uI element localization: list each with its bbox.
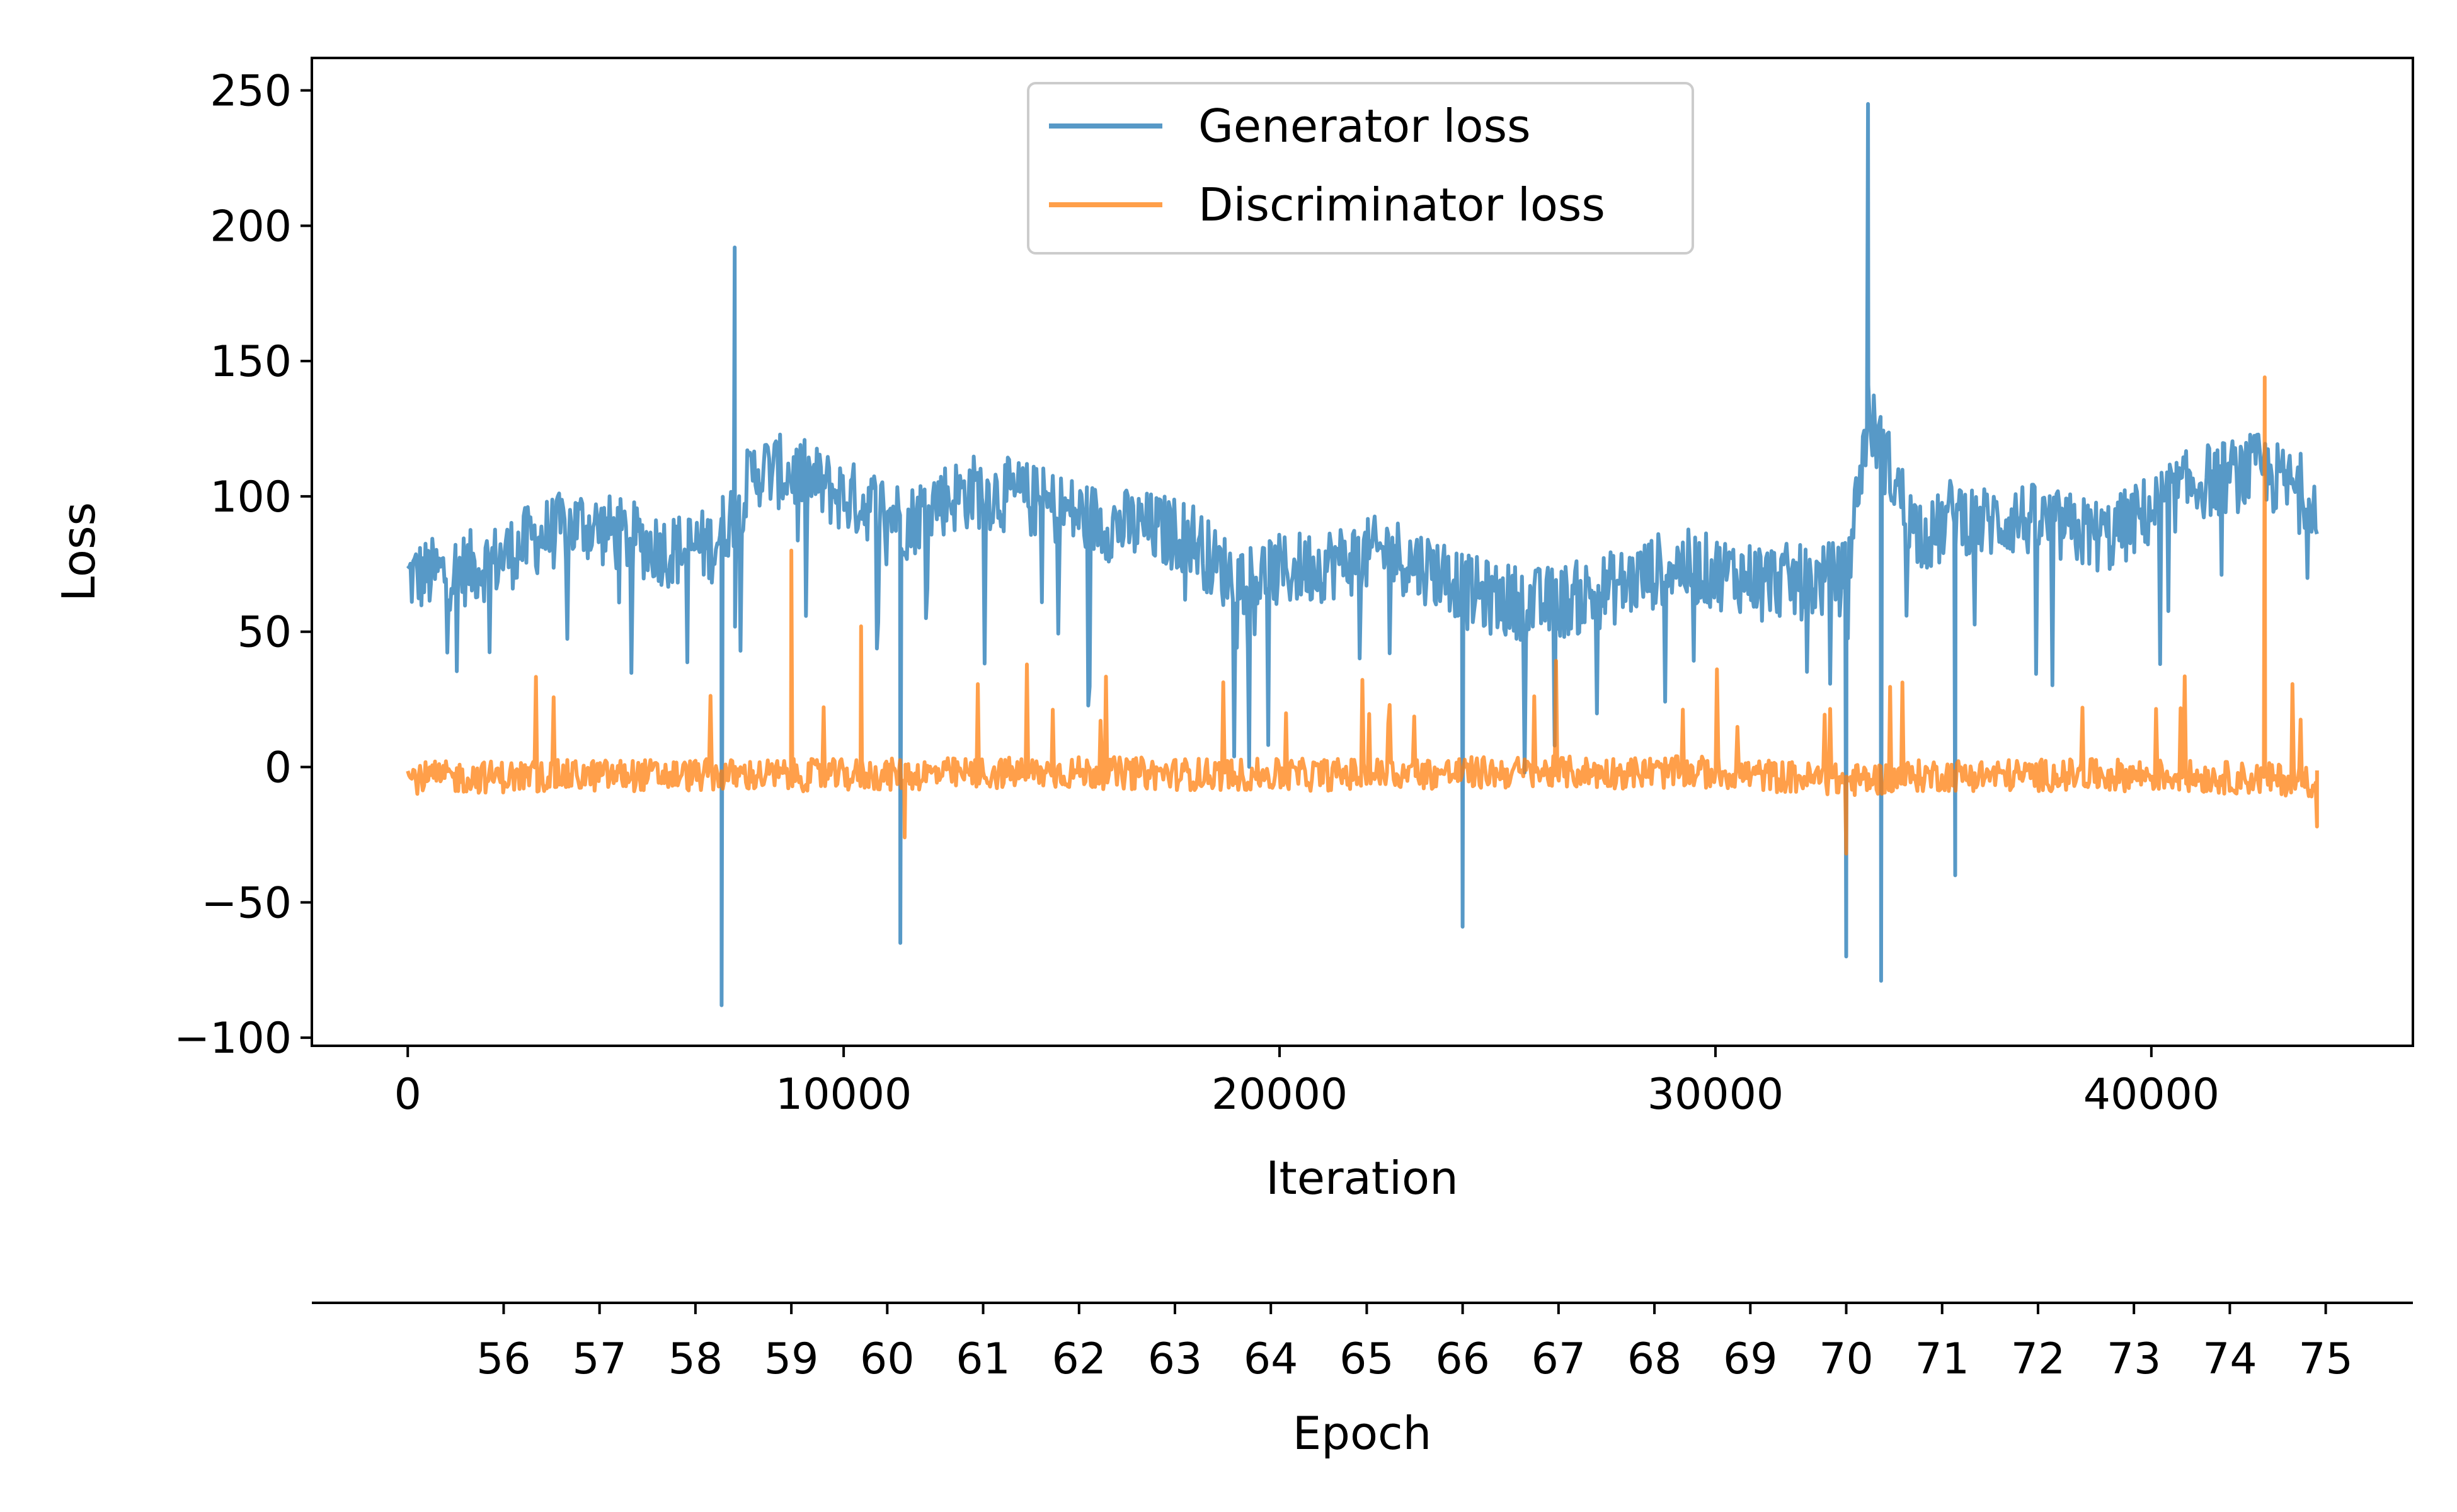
y-tick-label: 100 xyxy=(210,472,292,522)
epoch-tick-label: 65 xyxy=(1339,1334,1394,1384)
x-tick-label: 40000 xyxy=(2083,1070,2219,1120)
epoch-tick-label: 56 xyxy=(476,1334,531,1384)
epoch-tick-label: 57 xyxy=(572,1334,627,1384)
legend-label-discriminator: Discriminator loss xyxy=(1198,178,1605,231)
epoch-tick-label: 68 xyxy=(1627,1334,1682,1384)
epoch-tick-label: 62 xyxy=(1051,1334,1106,1384)
epoch-tick-label: 66 xyxy=(1435,1334,1490,1384)
series-generator-loss xyxy=(406,102,2319,1007)
y-tick-label: 150 xyxy=(210,337,292,387)
x-tick-label: 20000 xyxy=(1211,1070,1348,1120)
epoch-tick-label: 74 xyxy=(2202,1334,2257,1384)
x-tick-label: 30000 xyxy=(1647,1070,1784,1120)
y-tick-label: −50 xyxy=(201,878,292,928)
y-axis-ticks: −100 −50 0 50 100 150 200 250 xyxy=(174,67,312,1063)
epoch-tick-label: 58 xyxy=(668,1334,723,1384)
epoch-tick-label: 64 xyxy=(1244,1334,1298,1384)
epoch-tick-label: 70 xyxy=(1819,1334,1874,1384)
epoch-tick-label: 60 xyxy=(860,1334,915,1384)
epoch-tick-label: 75 xyxy=(2298,1334,2353,1384)
epoch-tick-label: 72 xyxy=(2011,1334,2066,1384)
epoch-tick-label: 59 xyxy=(764,1334,819,1384)
axes-frame xyxy=(311,57,2414,1047)
epoch-axis: 56 57 58 59 60 61 62 63 64 65 66 67 68 69 70 71 72 73 74 75… xyxy=(312,1302,2413,1460)
y-tick-label: 200 xyxy=(210,202,292,251)
epoch-tick-label: 71 xyxy=(1915,1334,1969,1384)
x-axis-label: Iteration xyxy=(1266,1152,1458,1205)
series-layer xyxy=(406,102,2319,1007)
y-axis-label: Loss xyxy=(52,502,105,602)
x-tick-label: 10000 xyxy=(776,1070,912,1120)
y-tick-label: 50 xyxy=(237,608,292,658)
legend: Generator loss Discriminator loss xyxy=(1027,82,1694,255)
legend-label-generator: Generator loss xyxy=(1198,100,1531,152)
epoch-tick-label: 63 xyxy=(1148,1334,1203,1384)
plot-area: −100 −50 0 50 100 150 200 250 0 10000 20000 30000 4… xyxy=(174,57,2414,1120)
epoch-tick-label: 73 xyxy=(2107,1334,2162,1384)
epoch-axis-ticks: 56 57 58 59 60 61 62 63 64 65 66 67 68 69 70 71 72 73 74 75 xyxy=(476,1303,2353,1384)
legend-frame xyxy=(1027,82,1694,255)
epoch-axis-label: Epoch xyxy=(1293,1407,1431,1460)
y-tick-label: 250 xyxy=(210,67,292,117)
x-tick-label: 0 xyxy=(394,1070,421,1120)
x-axis-ticks: 0 10000 20000 30000 40000 xyxy=(394,1046,2219,1120)
epoch-tick-label: 69 xyxy=(1723,1334,1778,1384)
y-tick-label: −100 xyxy=(174,1014,292,1063)
epoch-tick-label: 67 xyxy=(1532,1334,1586,1384)
epoch-tick-label: 61 xyxy=(956,1334,1011,1384)
series-discriminator-loss xyxy=(406,375,2319,856)
y-tick-label: 0 xyxy=(265,743,292,793)
